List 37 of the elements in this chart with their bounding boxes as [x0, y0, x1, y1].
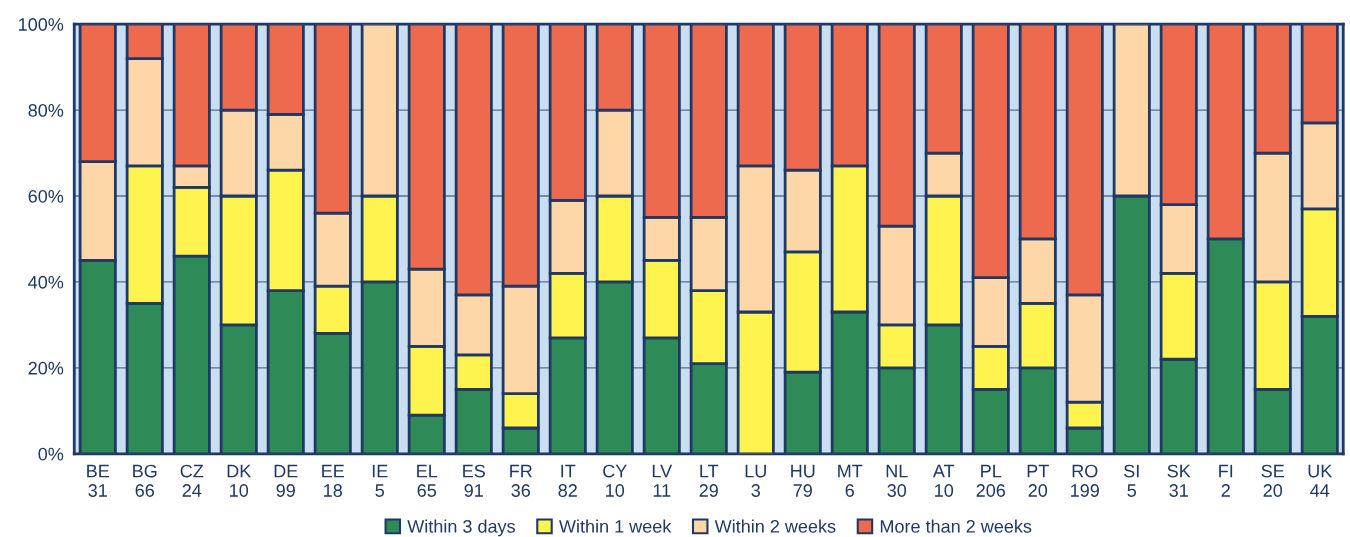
x-tick-label: SI 5	[1124, 464, 1139, 497]
y-tick-label: 80%	[28, 104, 64, 117]
x-tick-label: FR 36	[510, 464, 532, 497]
x-tick-label: NL 30	[886, 464, 908, 497]
legend-label: Within 1 week	[559, 519, 672, 533]
x-tick-label: BG 66	[133, 464, 157, 497]
x-tick-label: MT 6	[838, 464, 863, 497]
y-tick-label: 40%	[28, 275, 64, 289]
legend-label: Within 3 days	[407, 519, 515, 537]
x-tick-label: RO 199	[1071, 464, 1099, 497]
y-tick-label: 20%	[28, 361, 64, 375]
x-tick-label: SE 20	[1261, 464, 1285, 497]
x-tick-label: FI 2	[1219, 464, 1233, 497]
x-tick-label: AT 10	[932, 464, 955, 497]
x-tick-label: LV 11	[652, 464, 673, 497]
x-tick-label: ES 91	[463, 464, 485, 497]
y-tick-label: 60%	[28, 189, 64, 203]
x-tick-label: EL 65	[417, 464, 438, 497]
x-tick-label: LU 3	[745, 464, 766, 497]
x-tick-label: SK 31	[1167, 464, 1191, 497]
x-tick-label: IE 5	[372, 464, 388, 497]
x-tick-label: UK 44	[1308, 464, 1333, 497]
x-tick-label: IT 82	[558, 464, 577, 497]
legend-label: Within 2 weeks	[714, 519, 836, 533]
x-tick-label: HU 79	[791, 464, 815, 497]
x-tick-label: DE 99	[274, 464, 298, 497]
legend-label: More than 2 weeks	[880, 519, 1032, 533]
x-tick-label: LT 29	[699, 464, 719, 497]
x-tick-label: DK 10	[227, 464, 252, 497]
x-tick-label: BE 31	[87, 464, 110, 497]
x-tick-label: CZ 24	[180, 464, 204, 497]
x-tick-label: PT 20	[1027, 464, 1049, 497]
x-tick-label: EE 18	[322, 464, 345, 497]
y-tick-label: 100%	[19, 18, 64, 31]
x-tick-label: PL 206	[976, 464, 1006, 497]
y-tick-label: 0%	[38, 447, 64, 461]
x-tick-label: CY 10	[603, 464, 627, 497]
